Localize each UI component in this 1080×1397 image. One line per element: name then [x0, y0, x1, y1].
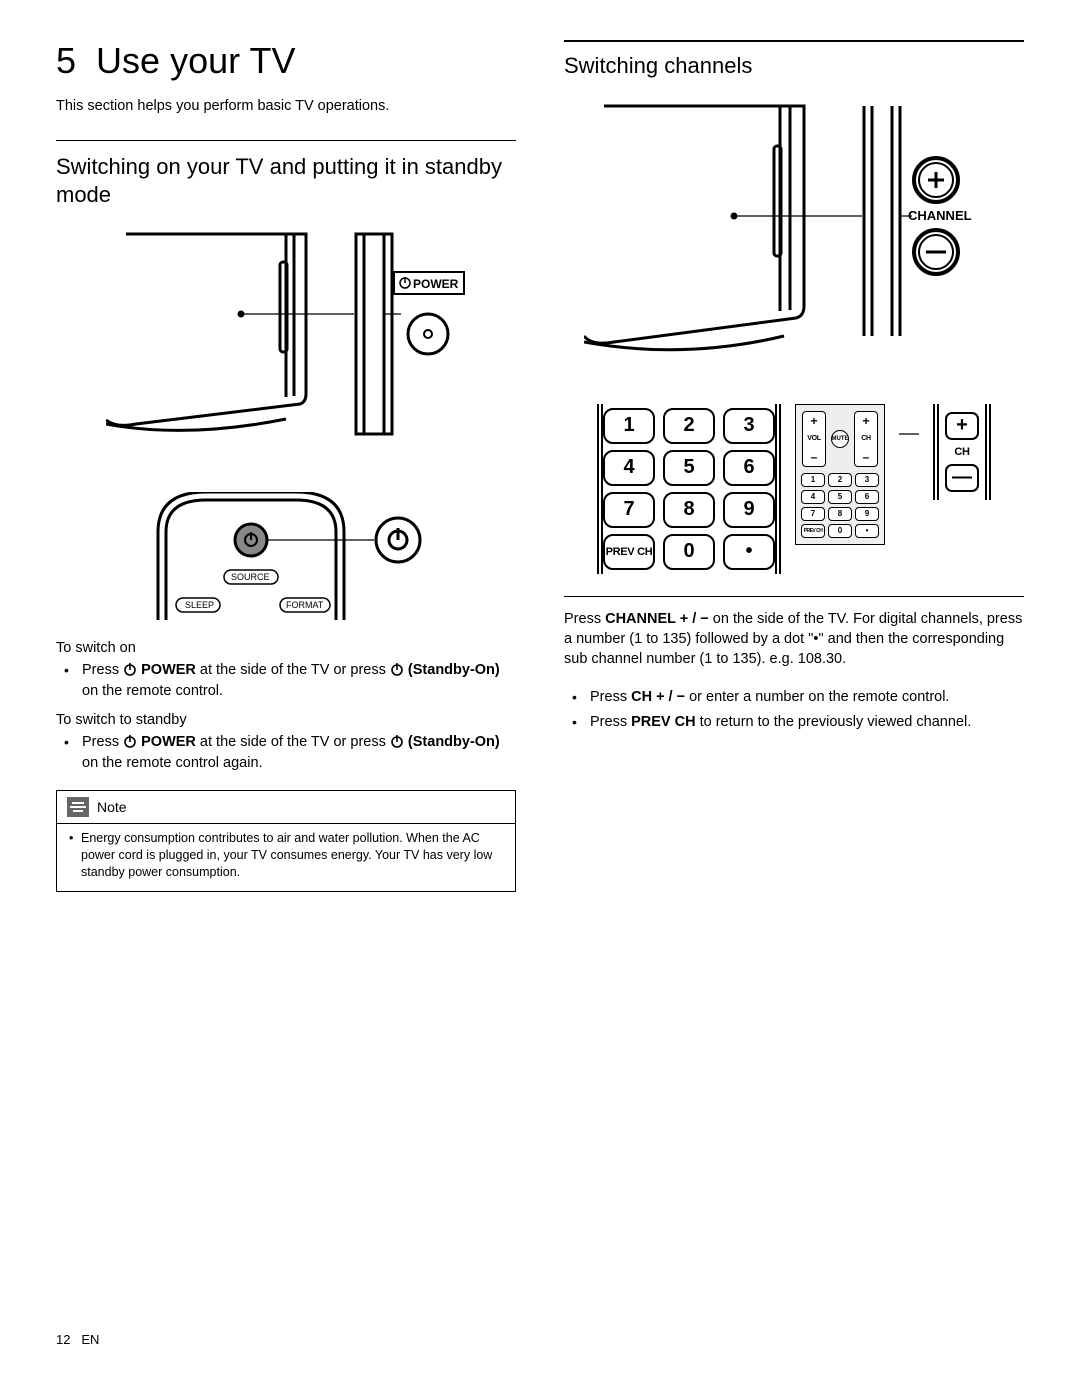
power-icon [123, 734, 137, 748]
key-6: 6 [723, 450, 775, 486]
to-standby-heading: To switch to standby [56, 712, 516, 728]
key-dot: • [723, 534, 775, 570]
power-icon [390, 734, 404, 748]
ch-minus: — [945, 464, 979, 492]
key-3: 3 [723, 408, 775, 444]
channel-bullet-2: Press PREV CH to return to the previousl… [568, 712, 1024, 733]
remote-small-panel: +VOL– MUTE +CH– 123 456 789 PREV CH0• [795, 404, 885, 545]
subheading-standby: Switching on your TV and putting it in s… [56, 153, 516, 208]
callout-line [899, 404, 919, 564]
ch-label: CH [954, 446, 969, 458]
svg-text:SLEEP: SLEEP [185, 600, 214, 610]
illustration-remote-keypad: 1 2 3 4 5 6 7 8 9 PREV CH 0 • +VOL– M [564, 404, 1024, 574]
key-prevch: PREV CH [603, 534, 655, 570]
switch-on-instruction: Press POWER at the side of the TV or pre… [60, 660, 516, 702]
svg-text:FORMAT: FORMAT [286, 600, 324, 610]
illustration-tv-channel: CHANNEL [564, 96, 1024, 386]
section-number: 5 [56, 40, 76, 81]
divider [56, 140, 516, 141]
mute-button: MUTE [831, 430, 849, 448]
subheading-channels: Switching channels [564, 52, 1024, 80]
note-label: Note [97, 799, 127, 815]
svg-text:POWER: POWER [413, 277, 459, 291]
ch-side-callout: + CH — [933, 404, 991, 500]
ch-rocker: +CH– [854, 411, 878, 467]
key-0: 0 [663, 534, 715, 570]
illustration-remote-power: SOURCE SLEEP FORMAT [56, 492, 516, 622]
channel-paragraph: Press CHANNEL + / − on the side of the T… [564, 609, 1024, 670]
key-7: 7 [603, 492, 655, 528]
note-text: Energy consumption contributes to air an… [67, 830, 505, 881]
power-icon [123, 662, 137, 676]
key-5: 5 [663, 450, 715, 486]
page-footer: 12 EN [56, 1332, 99, 1347]
note-box: Note Energy consumption contributes to a… [56, 790, 516, 892]
key-2: 2 [663, 408, 715, 444]
section-intro: This section helps you perform basic TV … [56, 96, 516, 116]
vol-rocker: +VOL– [802, 411, 826, 467]
note-icon [67, 797, 89, 817]
divider [564, 596, 1024, 597]
page-number: 12 [56, 1332, 70, 1347]
svg-text:SOURCE: SOURCE [231, 572, 270, 582]
to-switch-on-heading: To switch on [56, 640, 516, 656]
standby-instruction: Press POWER at the side of the TV or pre… [60, 732, 516, 774]
illustration-tv-power: POWER [56, 224, 516, 474]
svg-text:CHANNEL: CHANNEL [908, 208, 972, 223]
page-lang: EN [81, 1332, 99, 1347]
power-icon [390, 662, 404, 676]
key-9: 9 [723, 492, 775, 528]
divider [564, 40, 1024, 42]
key-4: 4 [603, 450, 655, 486]
section-title-text: Use your TV [96, 40, 295, 81]
key-1: 1 [603, 408, 655, 444]
ch-plus: + [945, 412, 979, 440]
channel-bullet-1: Press CH + / − or enter a number on the … [568, 687, 1024, 708]
section-title: 5 Use your TV [56, 40, 516, 82]
key-8: 8 [663, 492, 715, 528]
